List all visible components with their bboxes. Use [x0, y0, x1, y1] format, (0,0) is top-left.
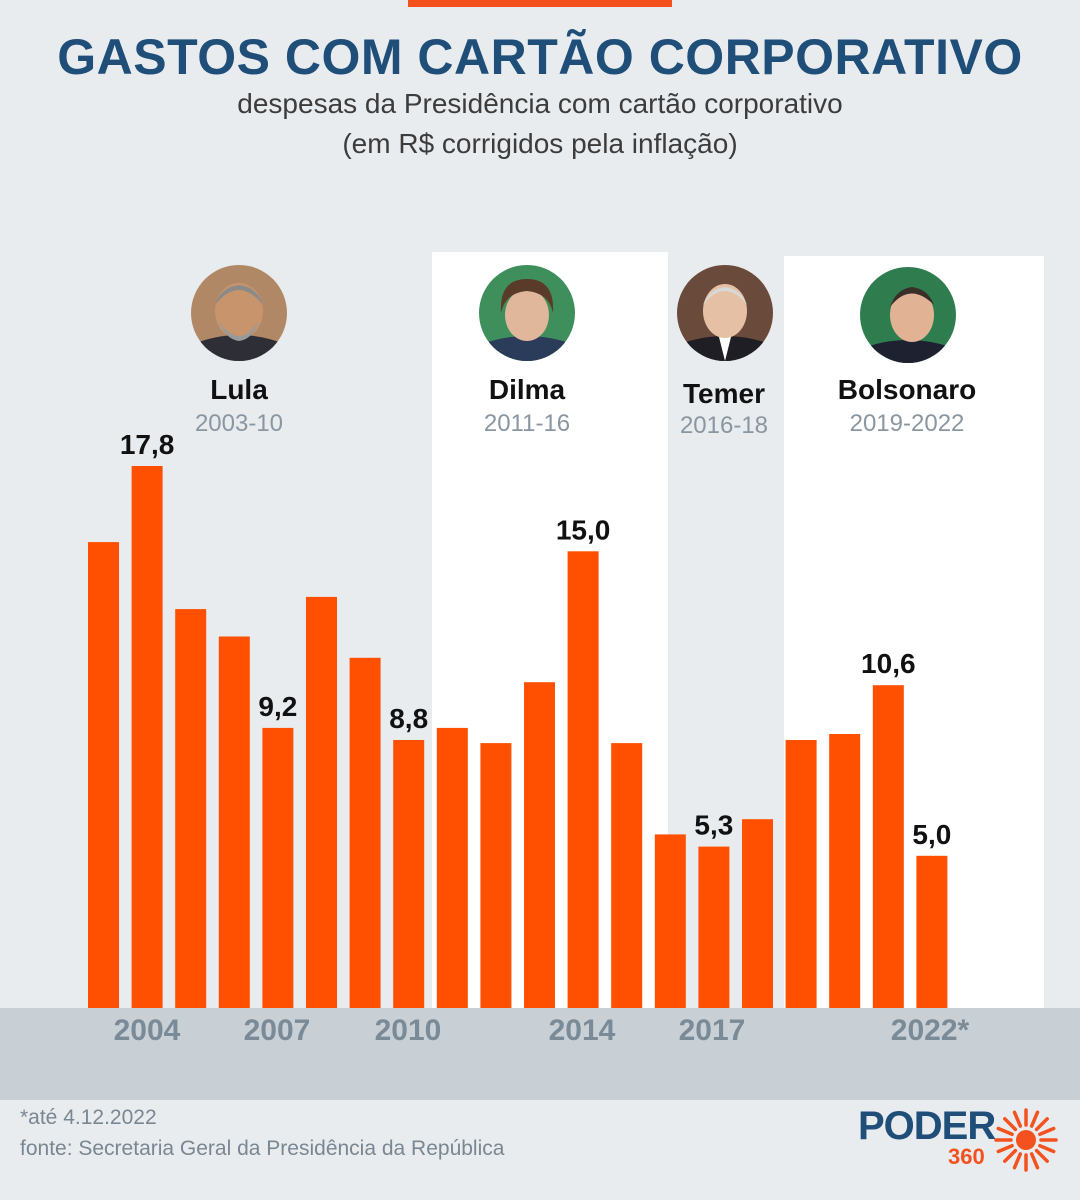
chart-title: GASTOS COM CARTÃO CORPORATIVO [57, 29, 1023, 85]
bar-2007 [262, 727, 294, 1008]
data-label-2004: 17,8 [120, 429, 175, 460]
president-name-lula: Lula [210, 374, 268, 405]
data-label-2017: 5,3 [694, 810, 733, 841]
chart-subtitle: despesas da Presidência com cartão corpo… [237, 88, 843, 119]
x-axis-band [0, 1008, 1080, 1100]
bar-2017 [698, 846, 730, 1008]
bar-2018 [742, 819, 773, 1008]
data-label-2007: 9,2 [258, 691, 297, 722]
data-label-2022*: 5,0 [912, 819, 951, 850]
bar-2003 [88, 542, 119, 1008]
president-term-temer: 2016-18 [679, 412, 769, 439]
bar-chart: 17,8 9,2 8,8 15,0 5,3 10,6 5,0 [88, 429, 951, 1008]
lula-portrait-icon [191, 265, 287, 361]
chart-subtitle-unit: (em R$ corrigidos pela inflação) [342, 128, 738, 159]
x-tick-label: 2004 [113, 1014, 181, 1047]
footnote-source: fonte: Secretaria Geral da Presidência d… [20, 1137, 505, 1160]
bar-2008 [306, 596, 337, 1008]
president-name-bolsonaro: Bolsonaro [837, 374, 977, 405]
bar-2013 [524, 682, 555, 1008]
x-tick-label: 2017 [678, 1014, 746, 1047]
top-accent-bar [408, 0, 672, 7]
logo-word: PODER [858, 1104, 996, 1148]
bar-2019 [785, 740, 817, 1008]
bar-2005 [175, 609, 207, 1008]
bar-2021 [872, 685, 904, 1008]
president-term-lula: 2003-10 [194, 410, 284, 437]
data-label-2021: 10,6 [861, 648, 916, 679]
bar-2016 [654, 834, 686, 1008]
bolsonaro-term-panel [784, 256, 1044, 1012]
x-tick-label: 2010 [374, 1014, 442, 1047]
bar-2022* [916, 855, 948, 1008]
x-tick-label: 2022* [890, 1014, 970, 1047]
bar-2011 [436, 727, 468, 1008]
x-tick-label: 2007 [243, 1014, 311, 1047]
bar-2009 [349, 657, 381, 1008]
footnote-date: *até 4.12.2022 [20, 1106, 157, 1129]
president-name-temer: Temer [683, 378, 765, 409]
bar-2012 [480, 743, 512, 1008]
logo-number: 360 [948, 1144, 985, 1169]
president-name-dilma: Dilma [488, 374, 566, 405]
poder360-logo: PODER 360 [858, 1104, 1068, 1174]
sun-icon [994, 1108, 1058, 1172]
bar-2014 [567, 551, 599, 1008]
bar-2010 [393, 740, 425, 1008]
bar-2015 [611, 743, 643, 1008]
x-tick-label: 2014 [548, 1014, 616, 1047]
president-term-dilma: 2011-16 [483, 410, 571, 437]
data-label-2010: 8,8 [389, 703, 428, 734]
president-term-bolsonaro: 2019-2022 [849, 410, 965, 437]
temer-portrait-icon [677, 265, 773, 361]
bar-2004 [131, 466, 163, 1008]
bar-2020 [829, 734, 861, 1008]
data-label-2014: 15,0 [556, 514, 611, 545]
bar-2006 [218, 636, 250, 1008]
